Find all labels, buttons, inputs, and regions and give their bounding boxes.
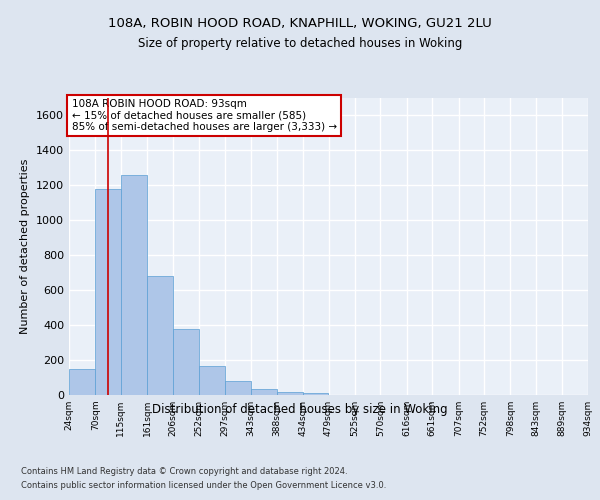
Bar: [303, 393, 329, 395]
Text: Contains public sector information licensed under the Open Government Licence v3: Contains public sector information licen…: [21, 481, 386, 490]
Text: Distribution of detached houses by size in Woking: Distribution of detached houses by size …: [152, 402, 448, 415]
Text: Contains HM Land Registry data © Crown copyright and database right 2024.: Contains HM Land Registry data © Crown c…: [21, 468, 347, 476]
Text: 108A, ROBIN HOOD ROAD, KNAPHILL, WOKING, GU21 2LU: 108A, ROBIN HOOD ROAD, KNAPHILL, WOKING,…: [108, 18, 492, 30]
Bar: [224, 381, 251, 395]
Bar: [251, 389, 277, 395]
Y-axis label: Number of detached properties: Number of detached properties: [20, 158, 31, 334]
Text: Size of property relative to detached houses in Woking: Size of property relative to detached ho…: [138, 38, 462, 51]
Bar: [121, 174, 147, 395]
Bar: [147, 276, 173, 395]
Bar: [69, 369, 95, 395]
Bar: [277, 392, 303, 395]
Bar: [95, 190, 121, 395]
Text: 108A ROBIN HOOD ROAD: 93sqm
← 15% of detached houses are smaller (585)
85% of se: 108A ROBIN HOOD ROAD: 93sqm ← 15% of det…: [71, 99, 337, 132]
Bar: [199, 366, 224, 395]
Bar: [173, 330, 199, 395]
